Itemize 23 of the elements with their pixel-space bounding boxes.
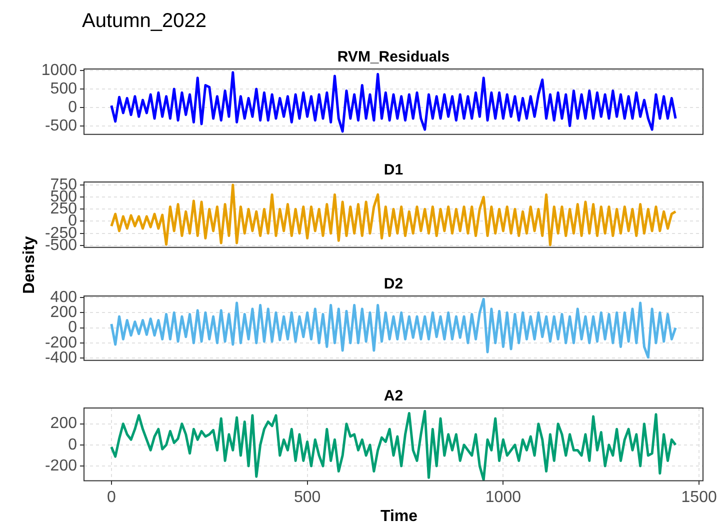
chart-title: Autumn_2022: [82, 10, 207, 33]
x-tick-label: 500: [294, 488, 321, 506]
y-tick-label: 1000: [41, 62, 78, 79]
y-tick-label: 200: [50, 304, 78, 322]
x-axis-title: Time: [379, 508, 419, 526]
y-tick-label: 0: [68, 436, 78, 454]
y-axis-title: Density: [21, 235, 39, 296]
chart-title: A2: [384, 388, 404, 405]
x-tick-label: 1000: [485, 488, 522, 506]
y-tick-label: -200: [44, 334, 78, 352]
y-tick-label: 0: [68, 98, 78, 116]
y-tick-label: -500: [44, 117, 78, 134]
y-tick-label: 0: [68, 319, 78, 336]
y-tick-label: 500: [50, 80, 78, 98]
y-tick-label: 400: [50, 288, 78, 306]
chart-title: D2: [384, 276, 404, 293]
chart-title: D1: [384, 162, 404, 179]
x-tick-label: 1500: [681, 488, 717, 506]
y-tick-label: -200: [44, 457, 78, 474]
x-tick-label: 0: [106, 488, 116, 506]
chart-subtitle: RVM_Residuals: [337, 48, 450, 66]
y-tick-label: 200: [50, 415, 78, 432]
y-tick-label: -400: [44, 350, 78, 367]
